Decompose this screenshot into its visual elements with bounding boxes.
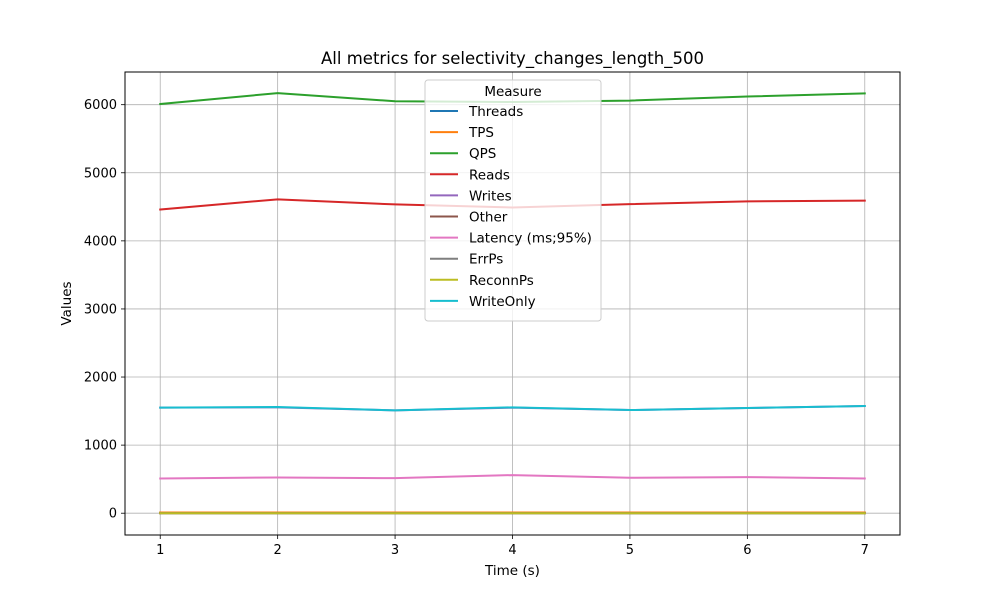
legend-label: ErrPs xyxy=(469,252,503,268)
y-tick-label: 0 xyxy=(109,507,117,522)
x-tick-label: 5 xyxy=(626,543,634,558)
x-tick-label: 3 xyxy=(391,543,399,558)
chart-title: All metrics for selectivity_changes_leng… xyxy=(321,49,704,69)
y-tick-label: 3000 xyxy=(84,302,117,317)
y-tick-label: 4000 xyxy=(84,234,117,249)
x-tick-label: 4 xyxy=(508,543,516,558)
x-tick-label: 2 xyxy=(274,543,282,558)
series-line-writeonly xyxy=(159,404,866,412)
legend-box xyxy=(424,79,602,322)
x-axis-ticks: 1 2 3 4 5 6 7 xyxy=(156,535,869,558)
legend-label: QPS xyxy=(469,146,496,162)
legend-label: Threads xyxy=(468,104,523,120)
y-tick-label: 5000 xyxy=(84,166,117,181)
legend-label: TPS xyxy=(468,125,494,141)
x-axis-title: Time (s) xyxy=(484,563,540,579)
legend-label: ReconnPs xyxy=(469,273,534,289)
y-axis-ticks: 0 1000 2000 3000 4000 5000 6000 xyxy=(84,98,125,522)
legend-label: Reads xyxy=(469,167,510,183)
legend-label: Other xyxy=(469,210,508,226)
x-tick-label: 7 xyxy=(861,543,869,558)
y-tick-label: 6000 xyxy=(84,98,117,113)
legend: Measure Threads TPS QPS Reads Writes Other Lat… xyxy=(424,79,602,322)
legend-label: Writes xyxy=(469,188,512,204)
legend-title: Measure xyxy=(484,84,541,100)
x-tick-label: 1 xyxy=(156,543,164,558)
x-tick-label: 6 xyxy=(743,543,751,558)
y-tick-label: 1000 xyxy=(84,439,117,454)
series-line-latency-ms-95 xyxy=(159,474,866,480)
y-tick-label: 2000 xyxy=(84,371,117,386)
legend-items: Threads TPS QPS Reads Writes Other Latency (ms… xyxy=(430,104,592,310)
y-axis-title: Values xyxy=(59,281,75,325)
legend-label: Latency (ms;95%) xyxy=(469,231,592,247)
legend-label: WriteOnly xyxy=(469,294,536,310)
